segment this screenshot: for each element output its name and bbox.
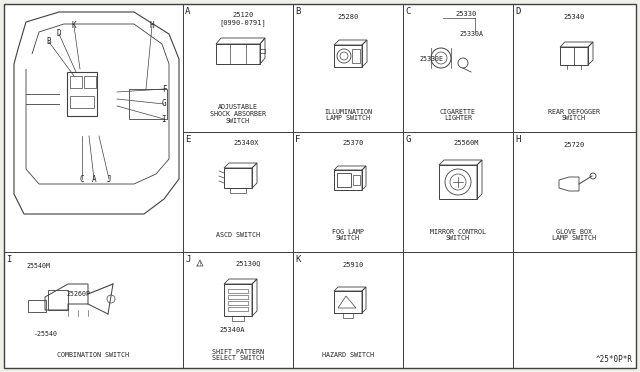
Text: ASCD SWITCH: ASCD SWITCH [216,232,260,238]
Bar [70,96,94,108]
Bar [343,313,353,318]
Text: E: E [185,135,190,144]
Text: HAZARD SWITCH: HAZARD SWITCH [322,352,374,358]
Bar [129,89,167,119]
Text: C: C [80,174,84,183]
Bar [224,168,252,188]
Text: 25340X: 25340X [233,140,259,146]
Text: 25330E: 25330E [419,56,443,62]
Bar [334,291,362,313]
Bar [228,301,248,305]
Bar [334,45,362,67]
Text: H: H [150,22,154,31]
Text: I: I [6,255,12,264]
Text: FOG LAMP
SWITCH: FOG LAMP SWITCH [332,228,364,241]
Bar [84,76,96,88]
Text: 25330: 25330 [456,11,477,17]
Text: 25720: 25720 [563,142,584,148]
Text: G: G [405,135,410,144]
Bar [352,49,360,63]
Bar [228,307,248,311]
Bar [293,252,403,368]
Text: 25340A: 25340A [220,327,244,333]
Text: [0990-0791]: [0990-0791] [220,20,266,26]
Text: H: H [515,135,520,144]
Bar [403,132,513,252]
Text: F: F [295,135,300,144]
Text: K: K [72,22,76,31]
Bar [513,132,636,252]
Text: REAR DEFOGGER
SWITCH: REAR DEFOGGER SWITCH [548,109,600,122]
Text: 25340: 25340 [563,14,584,20]
Text: D: D [515,7,520,16]
Bar [403,4,513,132]
Text: D: D [57,29,61,38]
Bar [293,4,403,132]
Text: F: F [162,84,166,93]
Bar [183,4,293,132]
Bar [228,289,248,293]
Bar [334,170,362,190]
Text: -25540: -25540 [34,331,58,337]
Bar [228,295,248,299]
Text: 25370: 25370 [342,140,364,146]
Text: I: I [162,115,166,124]
Bar [403,252,513,368]
Bar [4,4,183,252]
Text: MIRROR CONTROL
SWITCH: MIRROR CONTROL SWITCH [430,228,486,241]
Bar [293,132,403,252]
Text: A: A [185,7,190,16]
Text: ILLUMINATION
LAMP SWITCH: ILLUMINATION LAMP SWITCH [324,109,372,122]
Text: CIGARETTE
LIGHTER: CIGARETTE LIGHTER [440,109,476,122]
Bar [183,252,293,368]
Text: 25910: 25910 [342,262,364,268]
Bar [48,290,68,310]
Text: C: C [405,7,410,16]
Text: J: J [185,255,190,264]
Bar [4,252,183,368]
Text: SHIFT PATTERN
SELECT SWITCH: SHIFT PATTERN SELECT SWITCH [212,349,264,362]
Text: 25280: 25280 [337,14,358,20]
Bar [67,72,97,116]
Bar [513,4,636,132]
Text: A: A [92,174,96,183]
Text: 25260P: 25260P [66,291,90,297]
Text: B: B [295,7,300,16]
Text: G: G [162,99,166,109]
Bar [439,165,477,199]
Text: 25120: 25120 [232,12,253,18]
Text: GLOVE BOX
LAMP SWITCH: GLOVE BOX LAMP SWITCH [552,228,596,241]
Bar [224,284,252,316]
Text: B: B [47,38,51,46]
Text: J: J [107,174,111,183]
Bar [28,300,46,312]
Bar [260,49,265,53]
Text: COMBINATION SWITCH: COMBINATION SWITCH [57,352,129,358]
Text: 25330A: 25330A [459,31,483,37]
Bar [70,76,82,88]
Bar [560,47,588,65]
Bar [353,175,360,185]
Text: 25560M: 25560M [453,140,479,146]
Bar [230,188,246,193]
Text: ^25*0P*R: ^25*0P*R [596,355,633,364]
Bar [216,44,260,64]
Bar [337,173,351,187]
Bar [183,132,293,252]
Text: !: ! [198,262,202,266]
Text: K: K [295,255,300,264]
Text: ADJUSTABLE
SHOCK ABSORBER
SWITCH: ADJUSTABLE SHOCK ABSORBER SWITCH [210,104,266,124]
Text: 25130Q: 25130Q [236,260,260,266]
Bar [513,252,636,368]
Text: 25540M: 25540M [26,263,50,269]
Bar [232,316,244,321]
